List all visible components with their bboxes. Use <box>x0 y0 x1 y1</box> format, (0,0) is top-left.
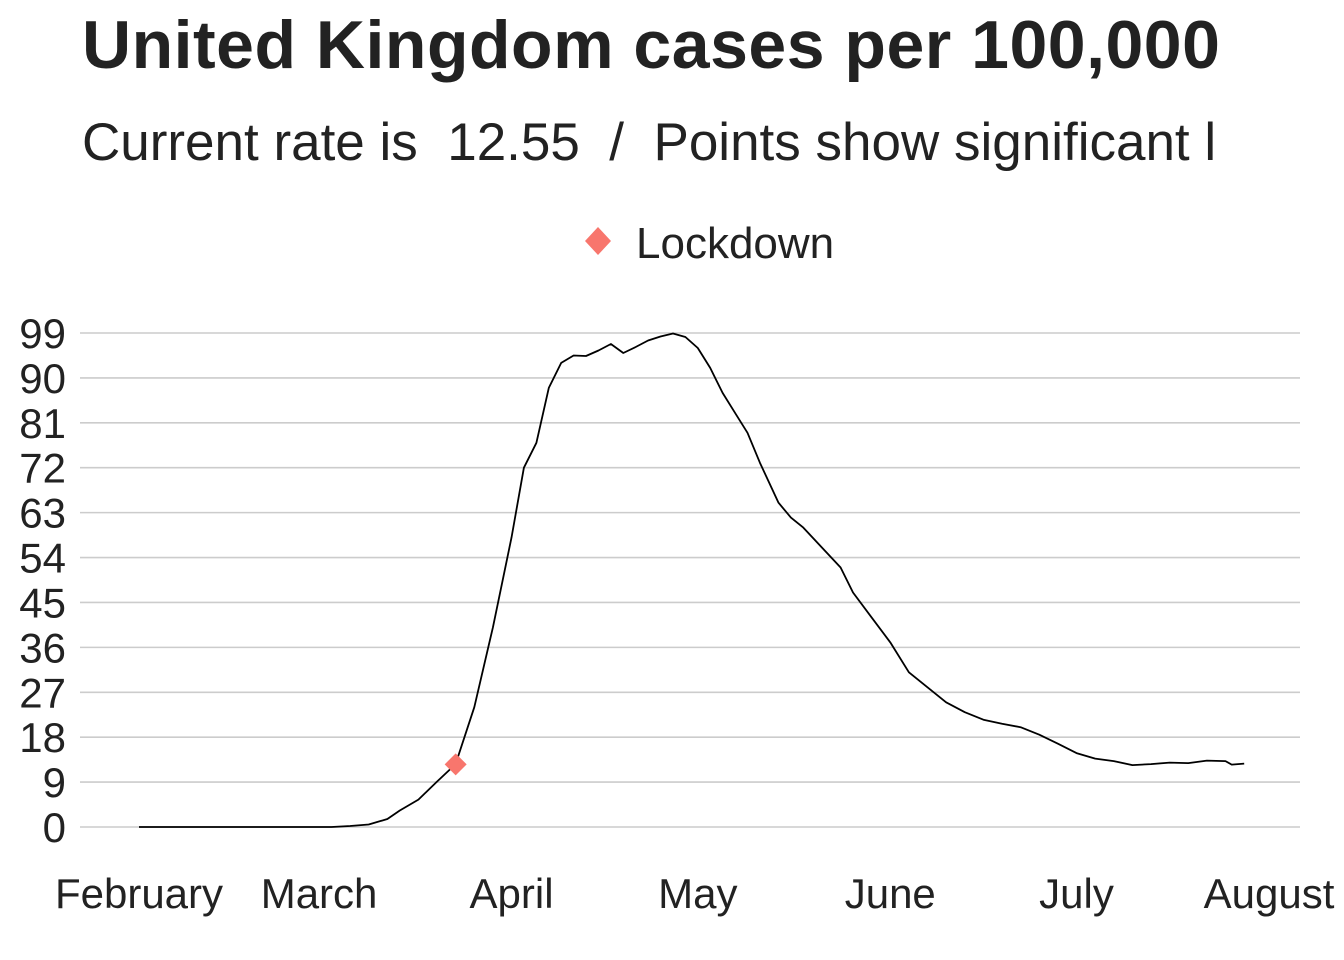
legend-lockdown-marker <box>585 227 611 255</box>
y-tick-label: 9 <box>43 759 66 806</box>
gridlines <box>80 332 1300 828</box>
y-tick-label: 27 <box>19 669 66 716</box>
y-tick-label: 81 <box>19 400 66 447</box>
y-tick-label: 63 <box>19 490 66 537</box>
x-tick-label: July <box>1039 870 1114 917</box>
x-tick-label: February <box>55 870 223 917</box>
x-tick-label: June <box>845 870 936 917</box>
y-tick-label: 90 <box>19 355 66 402</box>
y-tick-label: 45 <box>19 579 66 626</box>
y-tick-label: 36 <box>19 624 66 671</box>
y-tick-label: 0 <box>43 804 66 851</box>
x-axis: February March April May June July August <box>55 870 1335 917</box>
series-line-0 <box>139 332 1245 828</box>
x-tick-label: March <box>261 870 378 917</box>
y-tick-label: 72 <box>19 445 66 492</box>
chart-subtitle: Current rate is 12.55 / Points show sign… <box>82 113 1217 172</box>
series-layer <box>139 332 1245 828</box>
x-tick-label: May <box>658 870 737 917</box>
legend-lockdown-label: Lockdown <box>636 219 834 268</box>
y-tick-label: 99 <box>19 310 66 357</box>
marker-layer <box>444 753 467 776</box>
y-tick-label: 54 <box>19 535 66 582</box>
legend: Lockdown <box>585 219 834 268</box>
x-tick-label: April <box>470 870 554 917</box>
lockdown-marker <box>444 753 467 776</box>
y-tick-label: 18 <box>19 714 66 761</box>
chart-title: United Kingdom cases per 100,000 <box>82 7 1221 83</box>
x-tick-label: August <box>1204 870 1335 917</box>
